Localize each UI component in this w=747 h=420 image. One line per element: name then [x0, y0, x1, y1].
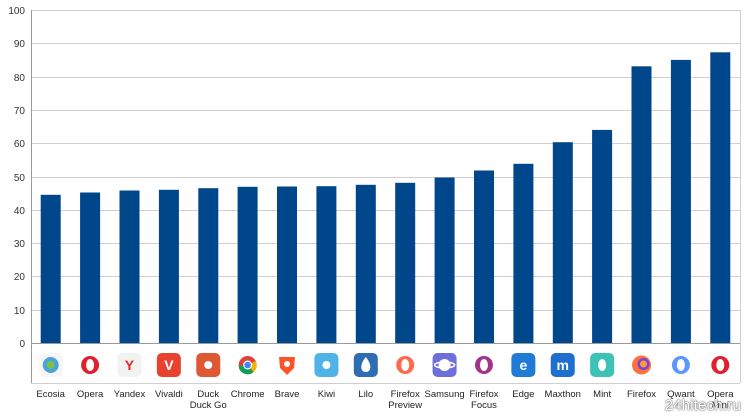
bar: [237, 186, 258, 343]
mint-icon: [590, 353, 615, 377]
y-tick-label: 0: [19, 339, 25, 350]
bar: [631, 66, 652, 344]
x-category-label: Chrome: [231, 389, 265, 400]
qwant-icon: [668, 353, 693, 377]
vivaldi-icon: V: [156, 353, 181, 377]
kiwi-icon: [314, 353, 339, 377]
bar: [355, 184, 376, 343]
x-category-label: Lilo: [358, 389, 373, 400]
x-category-label: Vivaldi: [155, 389, 183, 400]
svg-text:m: m: [557, 357, 569, 373]
x-category-label: Duck Duck Go: [190, 389, 227, 411]
x-category-label: Firefox Focus: [469, 389, 498, 411]
bar: [158, 189, 179, 343]
y-tick-label: 90: [14, 39, 26, 50]
x-category-label: Samsung: [425, 389, 465, 400]
bar: [119, 190, 140, 343]
x-category-label: Mint: [593, 389, 611, 400]
bar: [198, 188, 219, 343]
y-tick-label: 80: [14, 73, 26, 84]
firefox-preview-icon: [393, 353, 418, 377]
chrome-icon: [235, 353, 260, 377]
bar: [277, 186, 297, 343]
bar: [316, 186, 337, 343]
y-tick-label: 30: [14, 239, 26, 250]
bar: [592, 129, 613, 343]
x-category-label: Yandex: [114, 389, 146, 400]
svg-text:Y: Y: [125, 357, 135, 373]
y-tick-label: 70: [14, 106, 26, 117]
watermark: 24hitech.ru: [664, 397, 741, 414]
lilo-icon: [353, 353, 378, 377]
x-category-label: Firefox Preview: [388, 389, 422, 411]
bar: [80, 192, 101, 343]
x-category-label: Ecosia: [36, 389, 65, 400]
svg-text:e: e: [519, 357, 527, 373]
firefox-focus-icon: [471, 353, 496, 377]
bar: [395, 182, 416, 343]
bar: [40, 194, 61, 343]
x-category-label: Edge: [512, 389, 534, 400]
y-tick-label: 100: [8, 6, 25, 17]
ecosia-icon: [38, 353, 63, 377]
bar: [710, 52, 731, 344]
brave-icon: [275, 353, 300, 377]
y-tick-label: 10: [14, 306, 26, 317]
x-category-label: Opera: [77, 389, 104, 400]
maxthon-icon: m: [550, 353, 575, 377]
y-tick-label: 20: [14, 272, 26, 283]
bar: [513, 163, 534, 343]
bar: [670, 59, 691, 344]
opera-icon: [78, 353, 103, 377]
yandex-icon: Y: [117, 353, 142, 377]
duckduckgo-icon: [196, 353, 221, 377]
bar: [552, 142, 573, 343]
y-tick-label: 40: [14, 206, 26, 217]
samsung-icon: [432, 353, 457, 377]
x-category-label: Firefox: [627, 389, 656, 400]
bar: [434, 177, 455, 343]
opera-mini-icon: [708, 353, 733, 377]
x-category-label: Maxthon: [545, 389, 581, 400]
svg-text:V: V: [164, 357, 174, 373]
y-tick-label: 50: [14, 173, 26, 184]
x-category-label: Opera Mini: [707, 389, 734, 411]
edge-icon: e: [511, 353, 536, 377]
firefox-icon: [629, 353, 654, 377]
x-category-label: Brave: [275, 389, 300, 400]
x-category-label: Kiwi: [318, 389, 335, 400]
x-category-label: Qwant: [667, 389, 695, 400]
y-tick-label: 60: [14, 139, 26, 150]
bar: [474, 170, 494, 343]
